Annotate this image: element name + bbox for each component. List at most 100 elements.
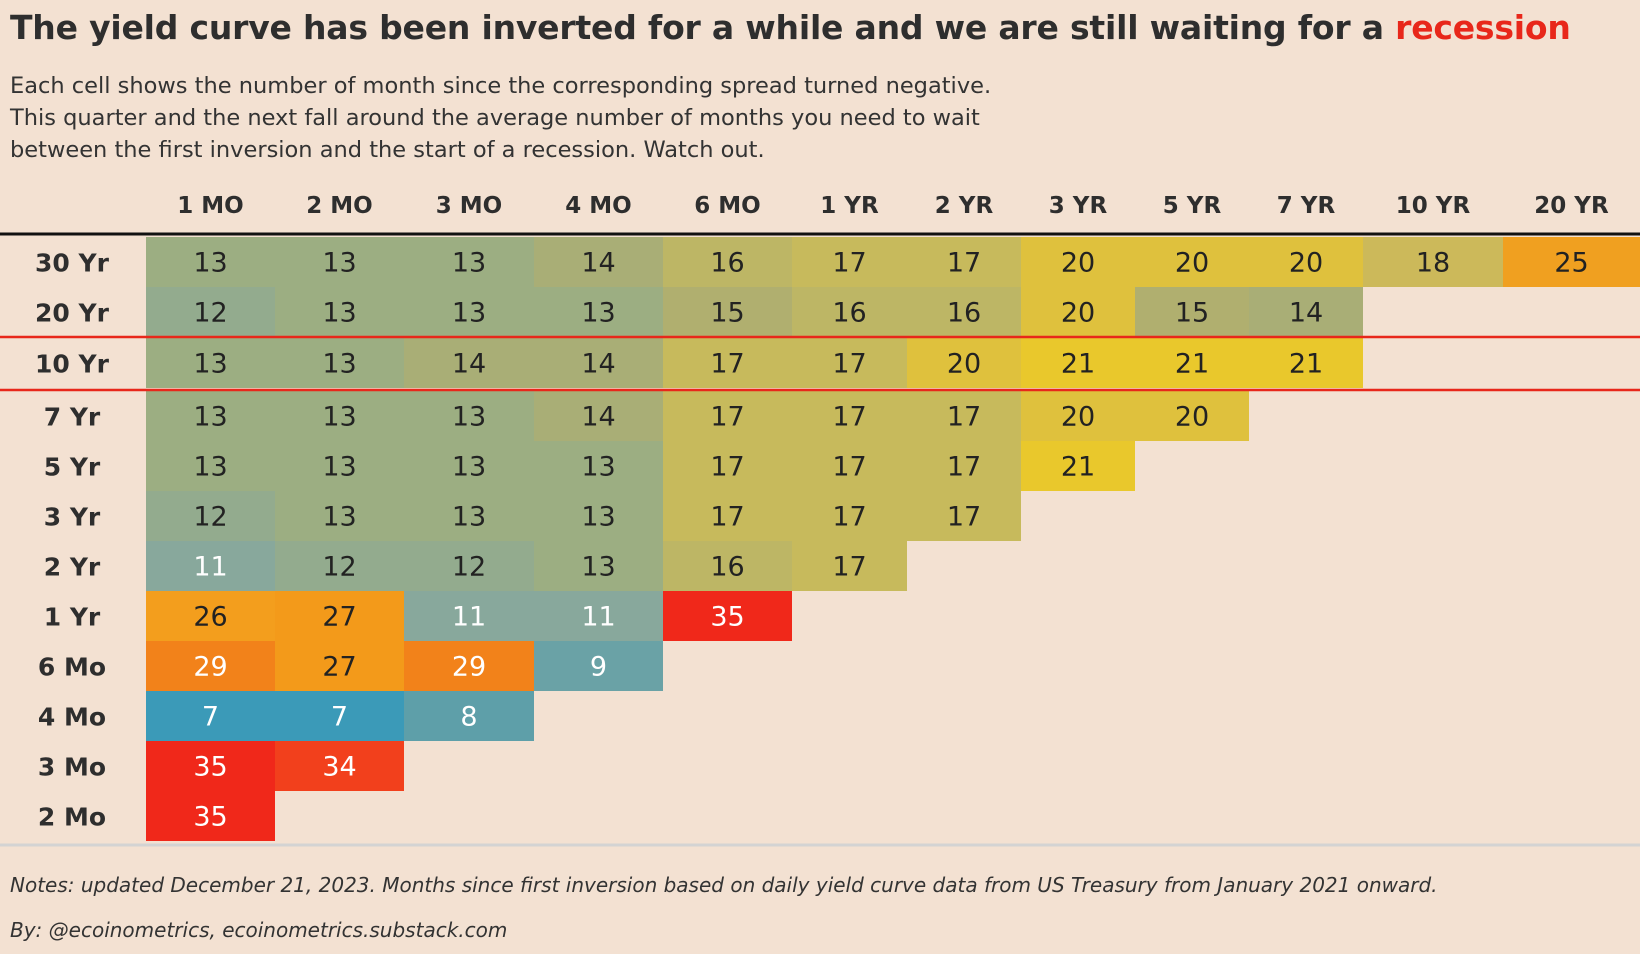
heatmap-cell — [146, 491, 275, 541]
heatmap-cell — [1249, 338, 1363, 388]
cell-value: 18 — [1416, 248, 1450, 279]
cell-value: 21 — [1061, 349, 1095, 380]
cell-value: 13 — [322, 349, 356, 380]
heatmap-cell — [663, 237, 792, 287]
heatmap-cell — [146, 541, 275, 591]
heatmap-cell — [663, 491, 792, 541]
cell-value: 13 — [322, 502, 356, 533]
heatmap-cell — [146, 391, 275, 441]
heatmap-cell — [1021, 391, 1135, 441]
cell-value: 8 — [460, 702, 477, 733]
heatmap-cell — [534, 441, 663, 491]
heatmap-cell — [404, 641, 534, 691]
column-header: 4 MO — [565, 193, 631, 219]
heatmap-cell — [534, 541, 663, 591]
chart-byline: By: @ecoinometrics, ecoinometrics.substa… — [10, 918, 508, 942]
heatmap-cell — [792, 541, 907, 591]
column-header: 2 YR — [935, 193, 994, 219]
cell-value: 13 — [322, 452, 356, 483]
heatmap-cell — [146, 338, 275, 388]
cell-value: 17 — [710, 349, 744, 380]
heatmap-cell — [404, 691, 534, 741]
column-header: 5 YR — [1163, 193, 1222, 219]
chart-subtitle: Each cell shows the number of month sinc… — [10, 70, 991, 166]
cell-value: 35 — [193, 752, 227, 783]
cell-value: 13 — [452, 502, 486, 533]
heatmap-cell — [792, 287, 907, 337]
heatmap-cell — [404, 541, 534, 591]
cell-value: 9 — [590, 652, 607, 683]
cell-value: 20 — [1175, 248, 1209, 279]
heatmap-cell — [1135, 287, 1249, 337]
heatmap-cell — [907, 237, 1021, 287]
heatmap-cell — [146, 741, 275, 791]
cell-value: 13 — [581, 552, 615, 583]
cell-value: 35 — [710, 602, 744, 633]
heatmap-cell — [146, 591, 275, 641]
cell-value: 26 — [193, 602, 227, 633]
heatmap-cell — [146, 287, 275, 337]
heatmap-cell — [1249, 237, 1363, 287]
row-label: 3 Yr — [44, 503, 101, 532]
cell-value: 14 — [581, 248, 615, 279]
cell-value: 20 — [1175, 402, 1209, 433]
cell-value: 21 — [1175, 349, 1209, 380]
heatmap-cell — [404, 338, 534, 388]
heatmap-cell — [1021, 237, 1135, 287]
row-label: 2 Mo — [38, 803, 106, 832]
heatmap-cell — [275, 491, 404, 541]
heatmap-cell — [275, 741, 404, 791]
cell-value: 17 — [947, 452, 981, 483]
heatmap-cell — [534, 391, 663, 441]
row-label: 20 Yr — [35, 299, 110, 328]
cell-value: 14 — [581, 402, 615, 433]
cell-value: 20 — [947, 349, 981, 380]
heatmap-cell — [404, 591, 534, 641]
heatmap-cell — [663, 338, 792, 388]
cell-value: 29 — [452, 652, 486, 683]
cell-value: 7 — [202, 702, 219, 733]
heatmap-cell — [1021, 441, 1135, 491]
row-label: 6 Mo — [38, 653, 106, 682]
subtitle-line-1: Each cell shows the number of month sinc… — [10, 73, 992, 99]
heatmap-cell — [275, 541, 404, 591]
cell-value: 20 — [1061, 248, 1095, 279]
cell-value: 14 — [581, 349, 615, 380]
heatmap-cell — [275, 591, 404, 641]
cell-value: 14 — [452, 349, 486, 380]
cell-value: 34 — [322, 752, 356, 783]
heatmap-cell — [534, 641, 663, 691]
cell-value: 13 — [581, 298, 615, 329]
heatmap-cell — [663, 391, 792, 441]
subtitle-line-3: between the first inversion and the star… — [10, 137, 765, 163]
cell-value: 16 — [947, 298, 981, 329]
cell-value: 17 — [710, 452, 744, 483]
cell-value: 12 — [322, 552, 356, 583]
row-label: 7 Yr — [44, 403, 101, 432]
cell-value: 17 — [947, 248, 981, 279]
cell-value: 20 — [1289, 248, 1323, 279]
cell-value: 13 — [322, 298, 356, 329]
cell-value: 13 — [452, 298, 486, 329]
heatmap-cell — [792, 338, 907, 388]
row-label: 5 Yr — [44, 453, 101, 482]
heatmap-cell — [1503, 237, 1640, 287]
heatmap-cell — [146, 691, 275, 741]
cell-value: 13 — [452, 452, 486, 483]
column-header: 6 MO — [694, 193, 760, 219]
cell-value: 11 — [193, 552, 227, 583]
row-label: 30 Yr — [35, 249, 110, 278]
cell-value: 25 — [1554, 248, 1588, 279]
cell-value: 13 — [322, 402, 356, 433]
cell-value: 15 — [710, 298, 744, 329]
cell-value: 17 — [832, 452, 866, 483]
heatmap-cell — [1249, 287, 1363, 337]
column-header: 10 YR — [1396, 193, 1471, 219]
heatmap-cell — [275, 691, 404, 741]
heatmap-cell — [663, 441, 792, 491]
heatmap-cell — [663, 287, 792, 337]
cell-value: 17 — [832, 502, 866, 533]
cell-value: 16 — [710, 248, 744, 279]
heatmap-cell — [146, 237, 275, 287]
